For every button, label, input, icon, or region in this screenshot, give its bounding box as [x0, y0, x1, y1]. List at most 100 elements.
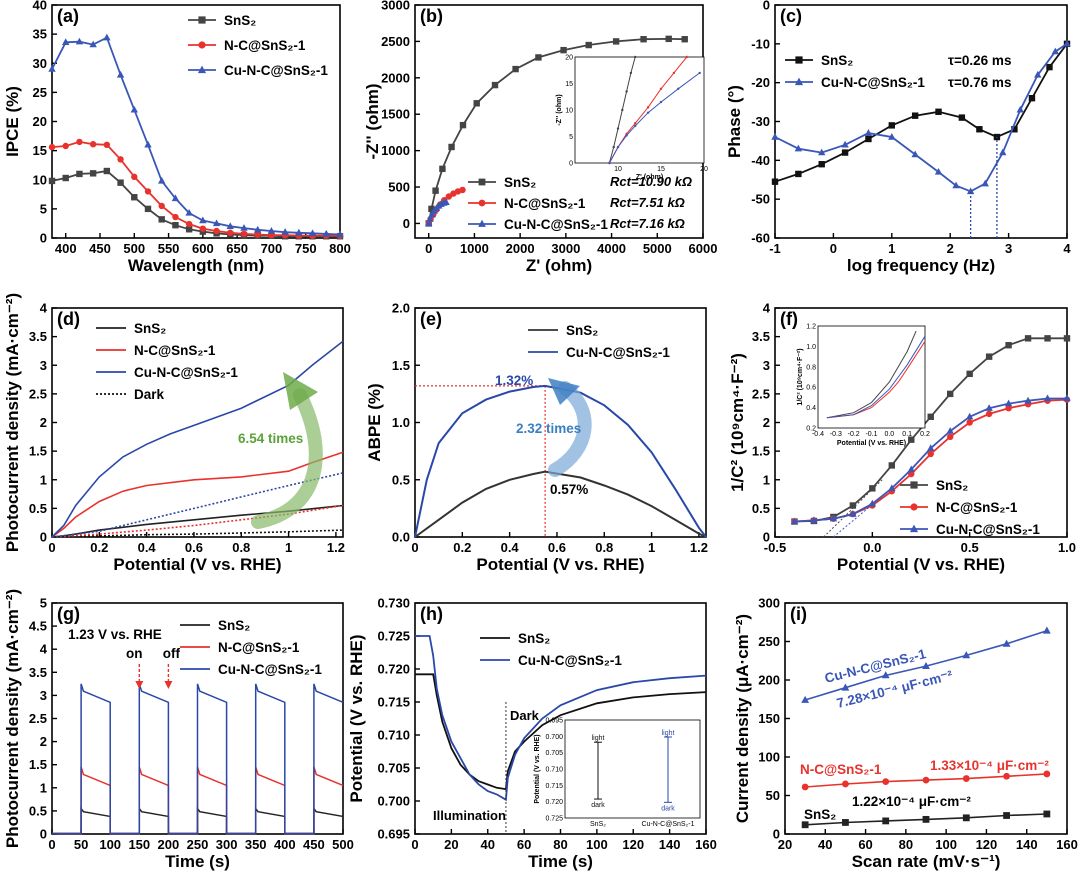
- inset-y-tick: 10: [565, 108, 573, 115]
- inset-y-tick: 0.705: [545, 750, 563, 757]
- y-tick-label: 0.725: [377, 629, 410, 644]
- y-tick-label: -60: [751, 231, 770, 246]
- y-tick-label: 0.5: [29, 803, 47, 818]
- y-tick-label: 0.720: [377, 662, 410, 677]
- panel-label: (b): [420, 6, 443, 26]
- x-tick-label: 4000: [597, 241, 626, 256]
- inset-x-tick: -0.4: [812, 431, 824, 438]
- inset-frame: [817, 325, 926, 429]
- data-point: [185, 208, 193, 216]
- rct-annotation: Rct=7.16 kΩ: [610, 216, 685, 231]
- x-tick-label: 2000: [506, 241, 535, 256]
- x-tick-label: 750: [295, 241, 317, 256]
- data-point: [227, 229, 234, 236]
- data-point: [911, 112, 919, 119]
- data-point: [966, 419, 973, 426]
- y-tick-label: 2500: [381, 34, 410, 49]
- y-tick-label: 5: [40, 201, 47, 216]
- data-point: [962, 651, 971, 659]
- y-tick-label: 3.5: [752, 329, 770, 344]
- dark-label: Dark: [510, 708, 540, 723]
- inset-point: [634, 122, 637, 125]
- data-point: [985, 410, 993, 418]
- series-line: [414, 470, 707, 538]
- data-point: [612, 38, 620, 45]
- x-tick-label: 550: [158, 241, 180, 256]
- data-point: [993, 133, 1001, 141]
- peak-annotation: 0.57%: [550, 482, 588, 497]
- panel-b-nyquist: 0 1000 2000 3000 4000 5000 6000050010001500200…: [363, 0, 717, 275]
- x-tick-label: 0: [425, 241, 432, 256]
- x-tick-label: 5000: [643, 241, 672, 256]
- tau-annotation: τ=0.26 ms: [948, 53, 1011, 68]
- y-axis-label: -Z'' (ohm): [363, 83, 382, 159]
- data-point: [922, 661, 930, 670]
- data-point: [89, 40, 97, 48]
- inset-x-tick: 20: [700, 166, 708, 173]
- x-tick-label: 20: [444, 837, 458, 852]
- inset-y-tick: 0.6: [806, 385, 816, 392]
- y-tick-label: 0.0: [392, 530, 410, 545]
- legend-label: Cu-N-C@SnS₂-1: [566, 345, 670, 360]
- data-point: [158, 202, 165, 210]
- y-tick-label: 3: [40, 688, 47, 703]
- y-tick-label: 250: [758, 634, 780, 649]
- data-point: [1034, 70, 1042, 78]
- inset-point: [698, 71, 701, 75]
- data-point: [1005, 342, 1012, 349]
- data-point: [198, 16, 206, 24]
- x-tick-label: 40: [481, 837, 495, 852]
- data-point: [226, 222, 234, 230]
- data-point: [198, 41, 206, 49]
- x-tick-label: 0.2: [453, 540, 471, 555]
- data-point: [1042, 626, 1051, 634]
- x-tick-label: 350: [245, 837, 267, 852]
- legend-label: SnS₂: [218, 618, 250, 633]
- arrow-head: [164, 681, 173, 689]
- panel-a-ipce: 400 450 500 550 600 650 700 750 800 0 5 10 15 20 25 30 3…: [3, 0, 351, 275]
- data-point: [1024, 396, 1032, 404]
- data-point: [842, 819, 849, 826]
- y-tick-label: 2: [763, 415, 770, 430]
- slope-annotation: 1.33×10⁻⁴ μF·cm⁻²: [930, 758, 1049, 773]
- x-tick-label: 160: [1056, 837, 1078, 852]
- data-point: [1043, 810, 1051, 818]
- x-tick-label: 60: [858, 837, 872, 852]
- data-point: [1043, 394, 1052, 402]
- inset-point: [625, 134, 628, 137]
- x-tick-label: 800: [329, 241, 351, 256]
- y-tick-label: 0.730: [377, 596, 410, 611]
- x-tick-label: 3000: [551, 241, 580, 256]
- panel-label: (d): [57, 309, 80, 329]
- y-tick-label: 40: [33, 0, 47, 13]
- inset-point: [659, 87, 663, 91]
- inset-point: [672, 71, 676, 75]
- x-tick-label: 0.6: [185, 540, 203, 555]
- data-point: [810, 516, 818, 524]
- panel-e-abpe: 0 0.2 0.4 0.6 0.8 1 1.2 0.0 0.5 1.0 1.5 2.0 Potentia…: [365, 301, 708, 575]
- y-tick-label: -10: [751, 36, 770, 51]
- x-tick-label: 60: [517, 837, 531, 852]
- x-axis-label: log frequency (Hz): [847, 256, 995, 275]
- y-axis-label: Phase (°): [725, 85, 744, 158]
- data-point: [512, 65, 519, 73]
- data-point: [1011, 126, 1018, 133]
- y-axis-label: ABPE (%): [365, 383, 384, 461]
- inset-x-label: Potential (V vs. RHE): [837, 440, 906, 447]
- data-point: [428, 205, 435, 213]
- inset-x-tick: -0.3: [830, 431, 842, 438]
- x-tick-label: 0: [48, 837, 55, 852]
- x-tick-label: 40: [818, 837, 832, 852]
- legend-label: N-C@SnS₂-1: [134, 343, 216, 358]
- data-point: [171, 194, 180, 202]
- x-tick-label: 6000: [689, 241, 718, 256]
- data-point: [927, 450, 934, 458]
- data-point: [976, 126, 983, 133]
- data-point: [1005, 404, 1012, 412]
- data-point: [1063, 39, 1071, 47]
- data-point: [254, 225, 262, 233]
- data-point: [439, 165, 446, 173]
- x-tick-label: 100: [935, 837, 957, 852]
- inset-y-tick: 0.695: [545, 718, 563, 725]
- x-tick-label: 0: [48, 540, 55, 555]
